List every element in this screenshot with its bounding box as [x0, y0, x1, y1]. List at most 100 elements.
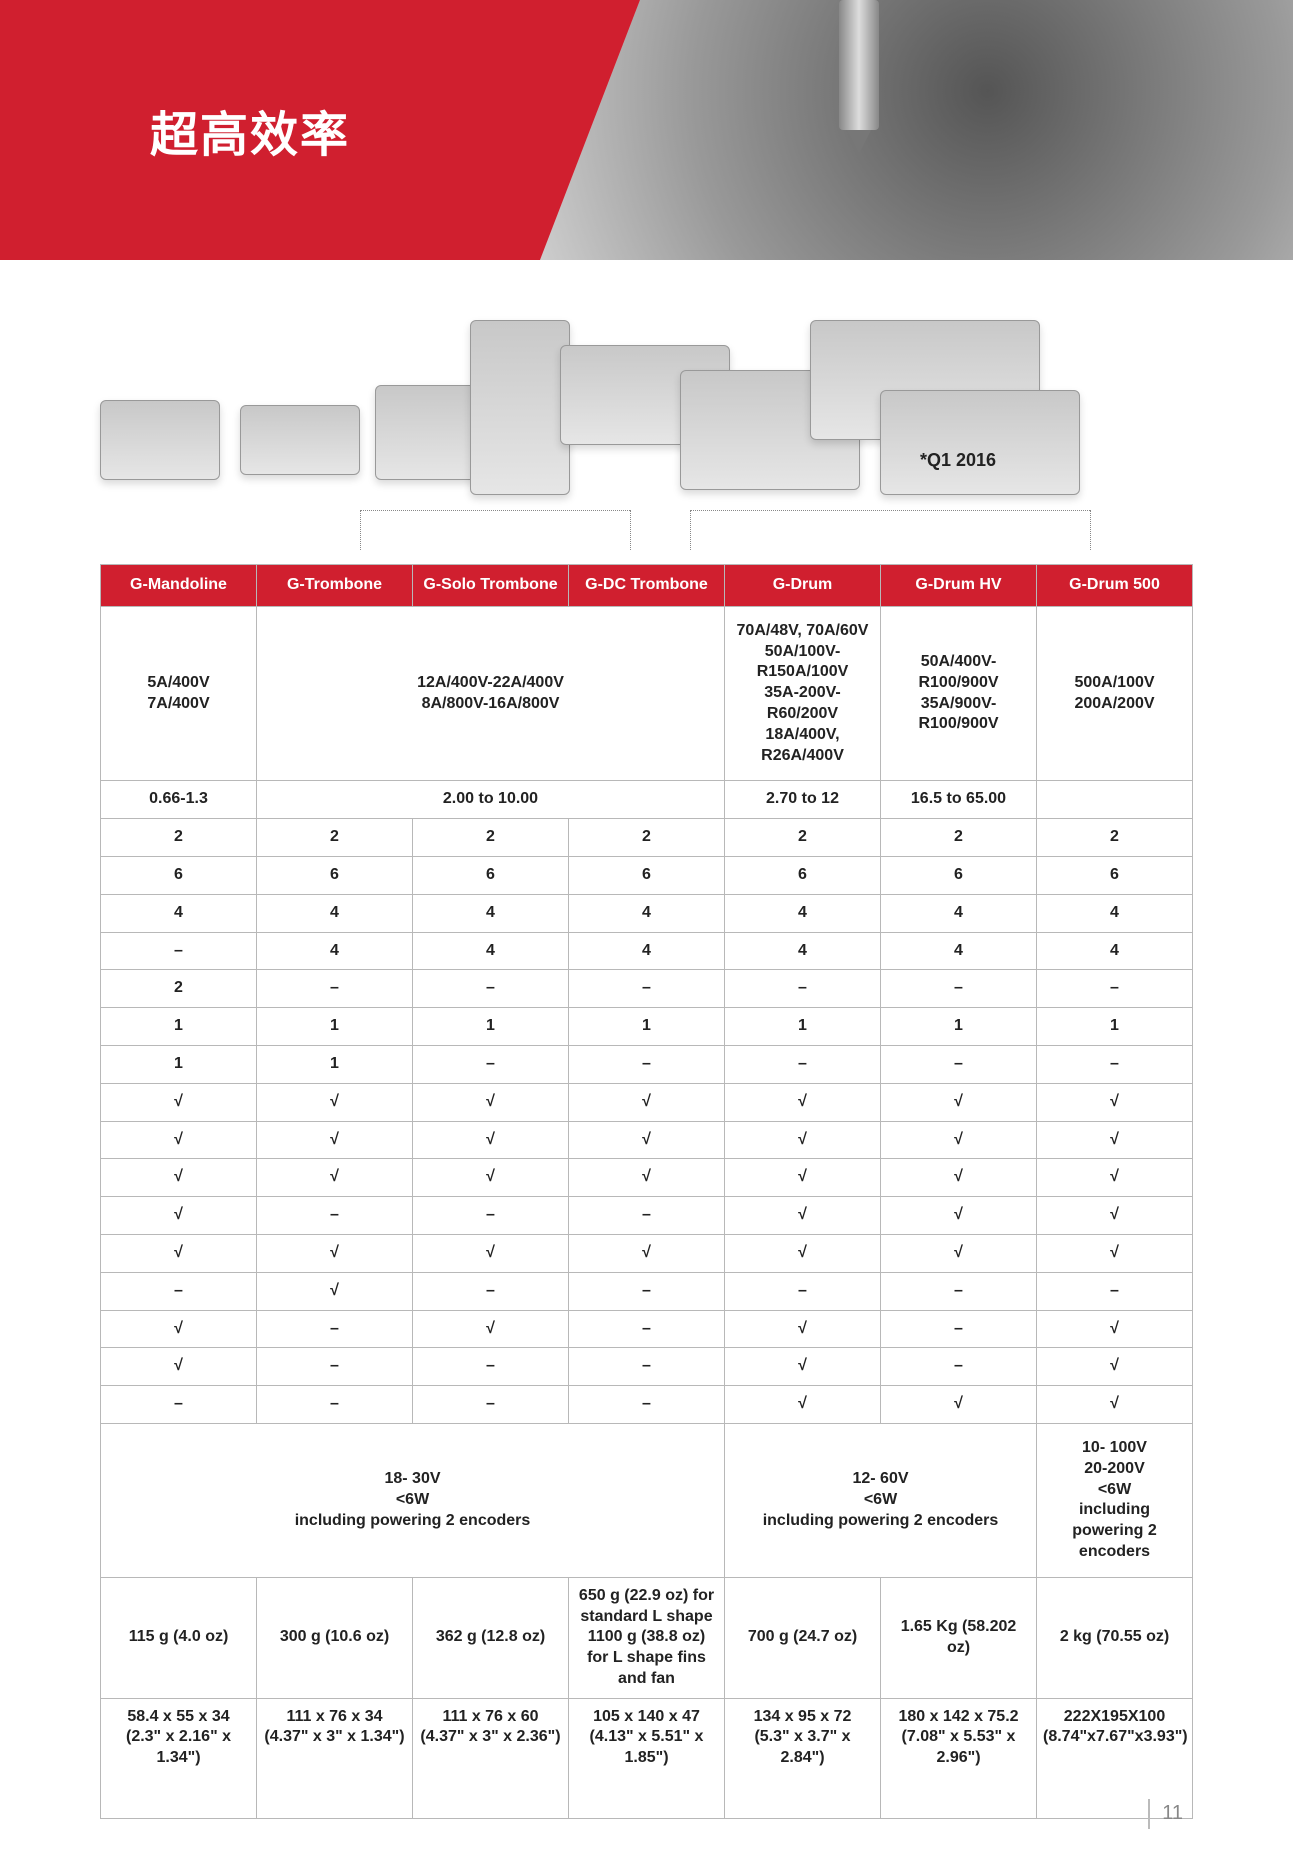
table-row: 115 g (4.0 oz)300 g (10.6 oz)362 g (12.8… [101, 1577, 1193, 1698]
table-cell: √ [1037, 1234, 1193, 1272]
col-header: G-Trombone [257, 565, 413, 607]
table-cell: – [257, 1348, 413, 1386]
table-cell: √ [413, 1121, 569, 1159]
table-cell: – [881, 970, 1037, 1008]
table-cell: 4 [413, 894, 569, 932]
table-cell: 1 [101, 1045, 257, 1083]
table-cell: 4 [725, 894, 881, 932]
table-cell: √ [725, 1121, 881, 1159]
table-row: 1111111 [101, 1008, 1193, 1046]
table-cell: – [569, 1386, 725, 1424]
table-row: 0.66-1.32.00 to 10.002.70 to 1216.5 to 6… [101, 781, 1193, 819]
table-row: ––––√√√ [101, 1386, 1193, 1424]
table-cell: 4 [569, 894, 725, 932]
table-row: 58.4 x 55 x 34 (2.3" x 2.16" x 1.34")111… [101, 1698, 1193, 1818]
table-cell: √ [257, 1272, 413, 1310]
table-cell: 650 g (22.9 oz) for standard L shape 110… [569, 1577, 725, 1698]
col-header: G-Drum [725, 565, 881, 607]
table-cell: √ [101, 1121, 257, 1159]
table-cell: 4 [725, 932, 881, 970]
table-cell: √ [101, 1159, 257, 1197]
table-row: –√––––– [101, 1272, 1193, 1310]
table-cell: – [257, 1197, 413, 1235]
table-cell: 105 x 140 x 47 (4.13" x 5.51" x 1.85") [569, 1698, 725, 1818]
table-cell: √ [257, 1159, 413, 1197]
footer-divider [1148, 1799, 1150, 1829]
table-row: √√√√√√√ [101, 1083, 1193, 1121]
table-cell: √ [569, 1234, 725, 1272]
table-cell: 4 [257, 932, 413, 970]
table-cell: 111 x 76 x 34 (4.37" x 3" x 1.34") [257, 1698, 413, 1818]
table-cell: 4 [881, 932, 1037, 970]
table-cell: – [725, 1045, 881, 1083]
table-cell: 1.65 Kg (58.202 oz) [881, 1577, 1037, 1698]
table-cell: √ [257, 1083, 413, 1121]
table-row: 4444444 [101, 894, 1193, 932]
table-cell: 1 [881, 1008, 1037, 1046]
table-cell: 1 [569, 1008, 725, 1046]
table-row: –444444 [101, 932, 1193, 970]
table-cell: – [257, 970, 413, 1008]
table-cell: √ [569, 1159, 725, 1197]
table-cell: √ [101, 1234, 257, 1272]
table-cell: √ [881, 1159, 1037, 1197]
table-cell: √ [257, 1234, 413, 1272]
table-cell: √ [569, 1083, 725, 1121]
table-cell: – [569, 1310, 725, 1348]
table-cell: – [413, 1348, 569, 1386]
table-cell: – [569, 1045, 725, 1083]
table-cell: √ [881, 1197, 1037, 1235]
table-cell: 4 [413, 932, 569, 970]
table-cell: – [101, 1272, 257, 1310]
table-cell: 0.66-1.3 [101, 781, 257, 819]
table-cell: 58.4 x 55 x 34 (2.3" x 2.16" x 1.34") [101, 1698, 257, 1818]
product-g-dc-trombone [470, 320, 570, 495]
table-cell: √ [881, 1083, 1037, 1121]
col-header: G-Solo Trombone [413, 565, 569, 607]
comparison-table: G-Mandoline G-Trombone G-Solo Trombone G… [100, 564, 1193, 1819]
table-cell: – [881, 1272, 1037, 1310]
table-cell: 4 [1037, 932, 1193, 970]
table-cell: 6 [725, 856, 881, 894]
table-row: 2222222 [101, 819, 1193, 857]
table-cell: 2.00 to 10.00 [257, 781, 725, 819]
table-cell: 1 [101, 1008, 257, 1046]
col-header: G-Drum 500 [1037, 565, 1193, 607]
table-row: √√√√√√√ [101, 1121, 1193, 1159]
table-cell: 18- 30V <6W including powering 2 encoder… [101, 1423, 725, 1577]
table-cell: 16.5 to 65.00 [881, 781, 1037, 819]
table-cell: 2 [257, 819, 413, 857]
table-cell: 1 [1037, 1008, 1193, 1046]
col-header: G-Drum HV [881, 565, 1037, 607]
table-cell: – [1037, 1272, 1193, 1310]
table-cell: √ [725, 1310, 881, 1348]
table-cell: 12A/400V-22A/400V 8A/800V-16A/800V [257, 606, 725, 781]
table-cell: 180 x 142 x 75.2 (7.08" x 5.53" x 2.96") [881, 1698, 1037, 1818]
table-row: 11––––– [101, 1045, 1193, 1083]
table-cell: √ [257, 1121, 413, 1159]
table-cell: 111 x 76 x 60 (4.37" x 3" x 2.36") [413, 1698, 569, 1818]
table-cell: 2 [101, 970, 257, 1008]
table-cell: √ [413, 1083, 569, 1121]
table-cell: √ [725, 1386, 881, 1424]
table-cell: √ [725, 1159, 881, 1197]
table-cell: 115 g (4.0 oz) [101, 1577, 257, 1698]
table-cell: 2 [1037, 819, 1193, 857]
table-cell: – [1037, 1045, 1193, 1083]
table-cell: 12- 60V <6W including powering 2 encoder… [725, 1423, 1037, 1577]
table-cell: – [881, 1348, 1037, 1386]
table-cell: 700 g (24.7 oz) [725, 1577, 881, 1698]
table-row: 2–––––– [101, 970, 1193, 1008]
table-cell: √ [881, 1121, 1037, 1159]
table-cell: 6 [569, 856, 725, 894]
drill-graphic [839, 0, 879, 130]
table-cell: – [257, 1310, 413, 1348]
table-cell: 500A/100V 200A/200V [1037, 606, 1193, 781]
table-cell: – [413, 1045, 569, 1083]
table-cell: 2.70 to 12 [725, 781, 881, 819]
table-cell: √ [101, 1310, 257, 1348]
table-cell: 70A/48V, 70A/60V 50A/100V-R150A/100V 35A… [725, 606, 881, 781]
table-cell: √ [101, 1348, 257, 1386]
table-cell: 2 kg (70.55 oz) [1037, 1577, 1193, 1698]
table-cell: 1 [257, 1008, 413, 1046]
